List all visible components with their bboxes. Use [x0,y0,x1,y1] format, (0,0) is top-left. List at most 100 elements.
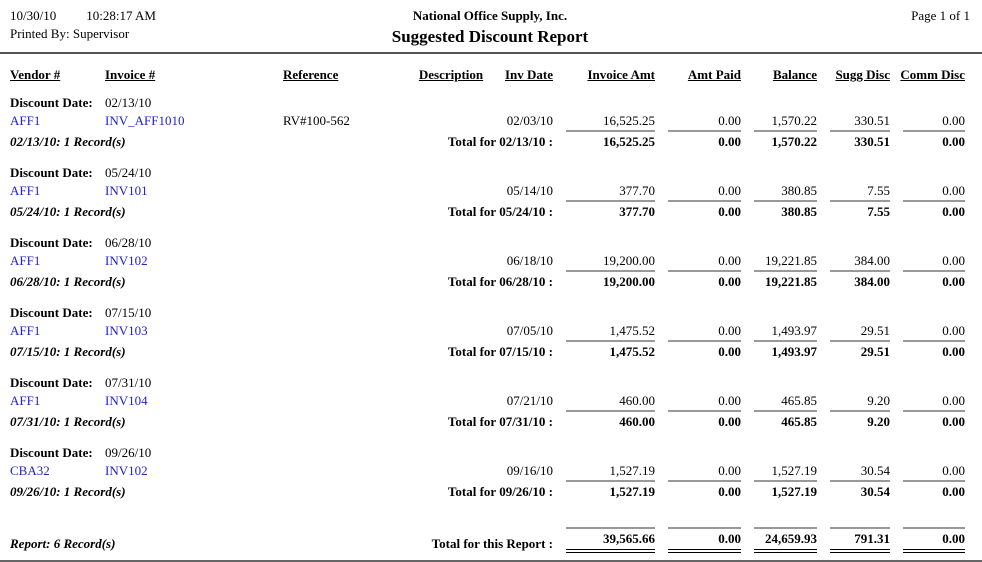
invoice-link[interactable]: INV_AFF1010 [105,113,185,128]
report-total-label: Total for this Report : [431,536,553,551]
header-divider [0,52,982,54]
invoice-amt-cell: 1,527.19 [609,463,656,478]
invoice-link[interactable]: INV102 [105,253,148,268]
print-date: 10/30/10 [10,8,57,23]
discount-date-label: Discount Date: [10,375,93,390]
discount-date-row: Discount Date: 06/28/10 [0,227,965,252]
group-total-amt-paid: 0.00 [668,410,741,431]
invoice-link[interactable]: INV102 [105,463,148,478]
group-total-comm-disc: 0.00 [903,480,965,501]
group-total-row: 05/24/10: 1 Record(s) Total for 05/24/10… [0,200,965,221]
balance-cell: 19,221.85 [765,253,817,268]
description-cell [408,322,494,340]
company-name: National Office Supply, Inc. [412,8,568,23]
inv-date-cell: 05/14/10 [506,183,553,198]
group-total-balance: 465.85 [754,410,817,431]
group-total-balance: 1,527.19 [754,480,817,501]
discount-date-row: Discount Date: 05/24/10 [0,157,965,182]
balance-cell: 1,493.97 [771,323,818,338]
col-header-balance: Balance [772,67,817,82]
page-number: Page 1 of 1 [911,8,970,23]
invoice-amt-cell: 1,475.52 [609,323,656,338]
amt-paid-cell: 0.00 [718,393,741,408]
inv-date-cell: 02/03/10 [506,113,553,128]
vendor-link[interactable]: AFF1 [10,113,41,128]
balance-cell: 465.85 [781,393,817,408]
discount-date-row: Discount Date: 09/26/10 [0,437,965,462]
comm-disc-cell: 0.00 [942,323,965,338]
group-total-invoice-amt: 377.70 [566,200,655,221]
group-total-amt-paid: 0.00 [668,480,741,501]
invoice-row: AFF1 INV101 05/14/10 377.70 0.00 380.85 … [0,182,965,200]
invoice-row: CBA32 INV102 09/16/10 1,527.19 0.00 1,52… [0,462,965,480]
group-record-count: 09/26/10: 1 Record(s) [10,484,126,499]
amt-paid-cell: 0.00 [718,463,741,478]
group-total-sugg-disc: 30.54 [830,480,890,501]
invoice-amt-cell: 460.00 [619,393,655,408]
discount-date-label: Discount Date: [10,165,93,180]
report-table: Vendor # Invoice # Reference Description… [0,54,965,553]
group-total-row: 06/28/10: 1 Record(s) Total for 06/28/10… [0,270,965,291]
vendor-link[interactable]: AFF1 [10,253,41,268]
reference-cell [283,252,408,270]
invoice-link[interactable]: INV101 [105,183,148,198]
discount-date-value: 07/31/10 [105,375,152,390]
discount-date-row: Discount Date: 07/31/10 [0,367,965,392]
column-header-row: Vendor # Invoice # Reference Description… [0,54,965,87]
sugg-disc-cell: 9.20 [867,393,890,408]
col-header-inv-date: Inv Date [504,67,553,82]
group-total-amt-paid: 0.00 [668,270,741,291]
col-header-sugg-disc: Sugg Disc [835,67,890,82]
report-total-row: Report: 6 Record(s) Total for this Repor… [0,527,965,553]
description-cell [408,392,494,410]
discount-date-row: Discount Date: 07/15/10 [0,297,965,322]
invoice-amt-cell: 16,525.25 [603,113,655,128]
col-header-vendor: Vendor # [10,67,61,82]
reference-cell: RV#100-562 [283,113,350,128]
group-total-amt-paid: 0.00 [668,340,741,361]
group-total-balance: 1,493.97 [754,340,817,361]
report-total-comm-disc: 0.00 [903,527,965,553]
print-time: 10:28:17 AM [86,8,156,23]
group-total-balance: 380.85 [754,200,817,221]
group-total-label: Total for 02/13/10 : [447,134,553,149]
invoice-amt-cell: 377.70 [619,183,655,198]
col-header-reference: Reference [283,67,339,82]
group-total-label: Total for 09/26/10 : [447,484,553,499]
report-total-invoice-amt: 39,565.66 [566,527,655,553]
description-cell [408,112,494,130]
group-record-count: 07/15/10: 1 Record(s) [10,344,126,359]
invoice-link[interactable]: INV104 [105,393,148,408]
group-total-row: 07/31/10: 1 Record(s) Total for 07/31/10… [0,410,965,431]
sugg-disc-cell: 7.55 [867,183,890,198]
group-total-comm-disc: 0.00 [903,200,965,221]
invoice-row: AFF1 INV102 06/18/10 19,200.00 0.00 19,2… [0,252,965,270]
group-total-row: 09/26/10: 1 Record(s) Total for 09/26/10… [0,480,965,501]
group-total-sugg-disc: 384.00 [830,270,890,291]
invoice-amt-cell: 19,200.00 [603,253,655,268]
comm-disc-cell: 0.00 [942,113,965,128]
group-total-comm-disc: 0.00 [903,130,965,151]
group-record-count: 02/13/10: 1 Record(s) [10,134,126,149]
invoice-link[interactable]: INV103 [105,323,148,338]
discount-date-value: 09/26/10 [105,445,152,460]
report-record-count: Report: 6 Record(s) [10,536,116,551]
group-record-count: 07/31/10: 1 Record(s) [10,414,126,429]
invoice-row: AFF1 INV104 07/21/10 460.00 0.00 465.85 … [0,392,965,410]
vendor-link[interactable]: CBA32 [10,463,50,478]
reference-cell [283,322,408,340]
group-total-sugg-disc: 7.55 [830,200,890,221]
col-header-description: Description [418,67,484,82]
description-cell [408,252,494,270]
group-total-label: Total for 06/28/10 : [447,274,553,289]
group-total-invoice-amt: 1,475.52 [566,340,655,361]
discount-date-row: Discount Date: 02/13/10 [0,87,965,112]
vendor-link[interactable]: AFF1 [10,323,41,338]
report-title: Suggested Discount Report [391,27,589,46]
vendor-link[interactable]: AFF1 [10,393,41,408]
report-total-balance: 24,659.93 [754,527,817,553]
vendor-link[interactable]: AFF1 [10,183,41,198]
sugg-disc-cell: 29.51 [860,323,890,338]
reference-cell [283,392,408,410]
group-record-count: 05/24/10: 1 Record(s) [10,204,126,219]
